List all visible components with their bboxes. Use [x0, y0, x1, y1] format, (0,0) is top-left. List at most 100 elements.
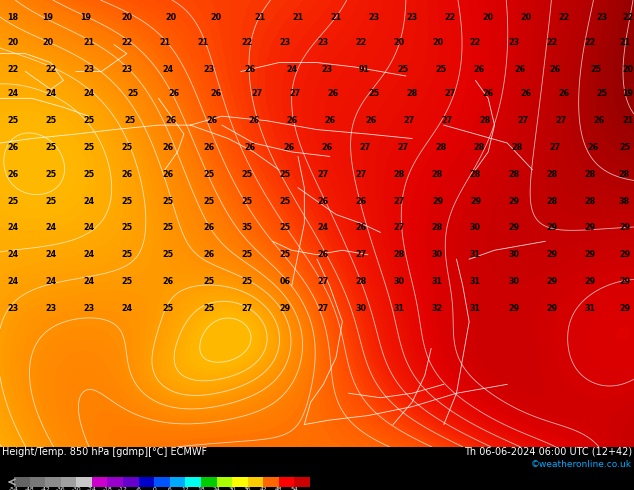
Text: 26: 26 [7, 170, 18, 179]
Text: 28: 28 [470, 170, 481, 179]
Text: 25: 25 [280, 223, 291, 232]
Text: 26: 26 [162, 277, 174, 286]
Text: 22: 22 [559, 13, 570, 23]
Text: 27: 27 [441, 116, 453, 125]
Text: 21: 21 [254, 13, 266, 23]
Text: 26: 26 [593, 116, 605, 125]
Text: 28: 28 [584, 196, 595, 206]
Text: 26: 26 [248, 116, 259, 125]
Text: 26: 26 [473, 65, 484, 74]
Text: 20: 20 [622, 65, 633, 74]
Bar [76, 477, 92, 487]
Text: 22: 22 [121, 38, 133, 47]
Text: 27: 27 [397, 143, 408, 152]
Bar [154, 477, 170, 487]
Bar [263, 477, 279, 487]
Text: 28: 28 [394, 250, 405, 259]
Text: 21: 21 [330, 13, 342, 23]
Text: 26: 26 [245, 143, 256, 152]
Text: 20: 20 [42, 38, 53, 47]
Text: 12: 12 [181, 488, 189, 490]
Text: 25: 25 [368, 89, 380, 98]
Text: 24: 24 [45, 89, 56, 98]
Text: 26: 26 [482, 89, 494, 98]
Text: 25: 25 [590, 65, 602, 74]
Text: 22: 22 [622, 13, 633, 23]
Text: 36: 36 [244, 488, 252, 490]
Text: 27: 27 [251, 89, 262, 98]
Bar [294, 477, 310, 487]
Text: -12: -12 [118, 488, 128, 490]
Text: 20: 20 [432, 38, 443, 47]
Text: 06: 06 [280, 277, 291, 286]
Text: 25: 25 [597, 89, 608, 98]
Text: 25: 25 [435, 65, 446, 74]
Text: 19: 19 [42, 13, 53, 23]
Text: 24: 24 [83, 89, 94, 98]
Text: 27: 27 [356, 170, 367, 179]
Text: 25: 25 [45, 116, 56, 125]
Text: 54: 54 [290, 488, 298, 490]
Text: 29: 29 [619, 223, 630, 232]
Text: 21: 21 [622, 116, 633, 125]
Text: -30: -30 [72, 488, 81, 490]
Text: 27: 27 [242, 304, 253, 313]
Text: 23: 23 [45, 304, 56, 313]
Text: 25: 25 [162, 223, 174, 232]
Text: 27: 27 [359, 143, 370, 152]
Text: 21: 21 [292, 13, 304, 23]
Text: 21: 21 [197, 38, 209, 47]
Text: 24: 24 [213, 488, 221, 490]
Text: 22: 22 [546, 38, 557, 47]
Bar [61, 477, 76, 487]
Text: 26: 26 [318, 250, 329, 259]
Text: 32: 32 [432, 304, 443, 313]
Text: 25: 25 [242, 277, 253, 286]
Text: 23: 23 [83, 65, 94, 74]
Text: 22: 22 [584, 38, 595, 47]
Text: 20: 20 [165, 13, 177, 23]
Text: 26: 26 [162, 170, 174, 179]
Text: 28: 28 [432, 223, 443, 232]
Text: 29: 29 [508, 196, 519, 206]
Bar [45, 477, 61, 487]
Text: 23: 23 [508, 38, 519, 47]
Text: 28: 28 [584, 170, 595, 179]
Text: 27: 27 [403, 116, 415, 125]
Text: 22: 22 [470, 38, 481, 47]
Text: 25: 25 [45, 143, 56, 152]
Text: 31: 31 [470, 304, 481, 313]
Text: 28: 28 [406, 89, 418, 98]
Text: 27: 27 [394, 196, 405, 206]
Text: 28: 28 [546, 196, 557, 206]
Text: 25: 25 [45, 196, 56, 206]
Text: 24: 24 [7, 277, 18, 286]
Text: 27: 27 [394, 223, 405, 232]
Text: 23: 23 [597, 13, 608, 23]
Text: 25: 25 [397, 65, 408, 74]
Text: Th 06-06-2024 06:00 UTC (12+42): Th 06-06-2024 06:00 UTC (12+42) [464, 447, 632, 457]
Text: 26: 26 [165, 116, 177, 125]
Text: 24: 24 [162, 65, 174, 74]
Text: 28: 28 [619, 170, 630, 179]
Text: 30: 30 [394, 277, 405, 286]
Text: 25: 25 [127, 89, 139, 98]
Text: 26: 26 [327, 89, 339, 98]
Text: 38: 38 [619, 196, 630, 206]
Text: 30: 30 [470, 223, 481, 232]
Text: 27: 27 [444, 89, 456, 98]
Bar [232, 477, 248, 487]
Text: 27: 27 [318, 277, 329, 286]
Text: 21: 21 [83, 38, 94, 47]
Text: 28: 28 [479, 116, 491, 125]
Text: 22: 22 [444, 13, 456, 23]
Text: 28: 28 [356, 277, 367, 286]
Text: 23: 23 [318, 38, 329, 47]
Bar [279, 477, 294, 487]
Text: 28: 28 [473, 143, 484, 152]
Text: 25: 25 [204, 304, 215, 313]
Text: 0: 0 [152, 488, 156, 490]
Text: 24: 24 [318, 223, 329, 232]
Text: 27: 27 [318, 170, 329, 179]
Text: 29: 29 [584, 277, 595, 286]
